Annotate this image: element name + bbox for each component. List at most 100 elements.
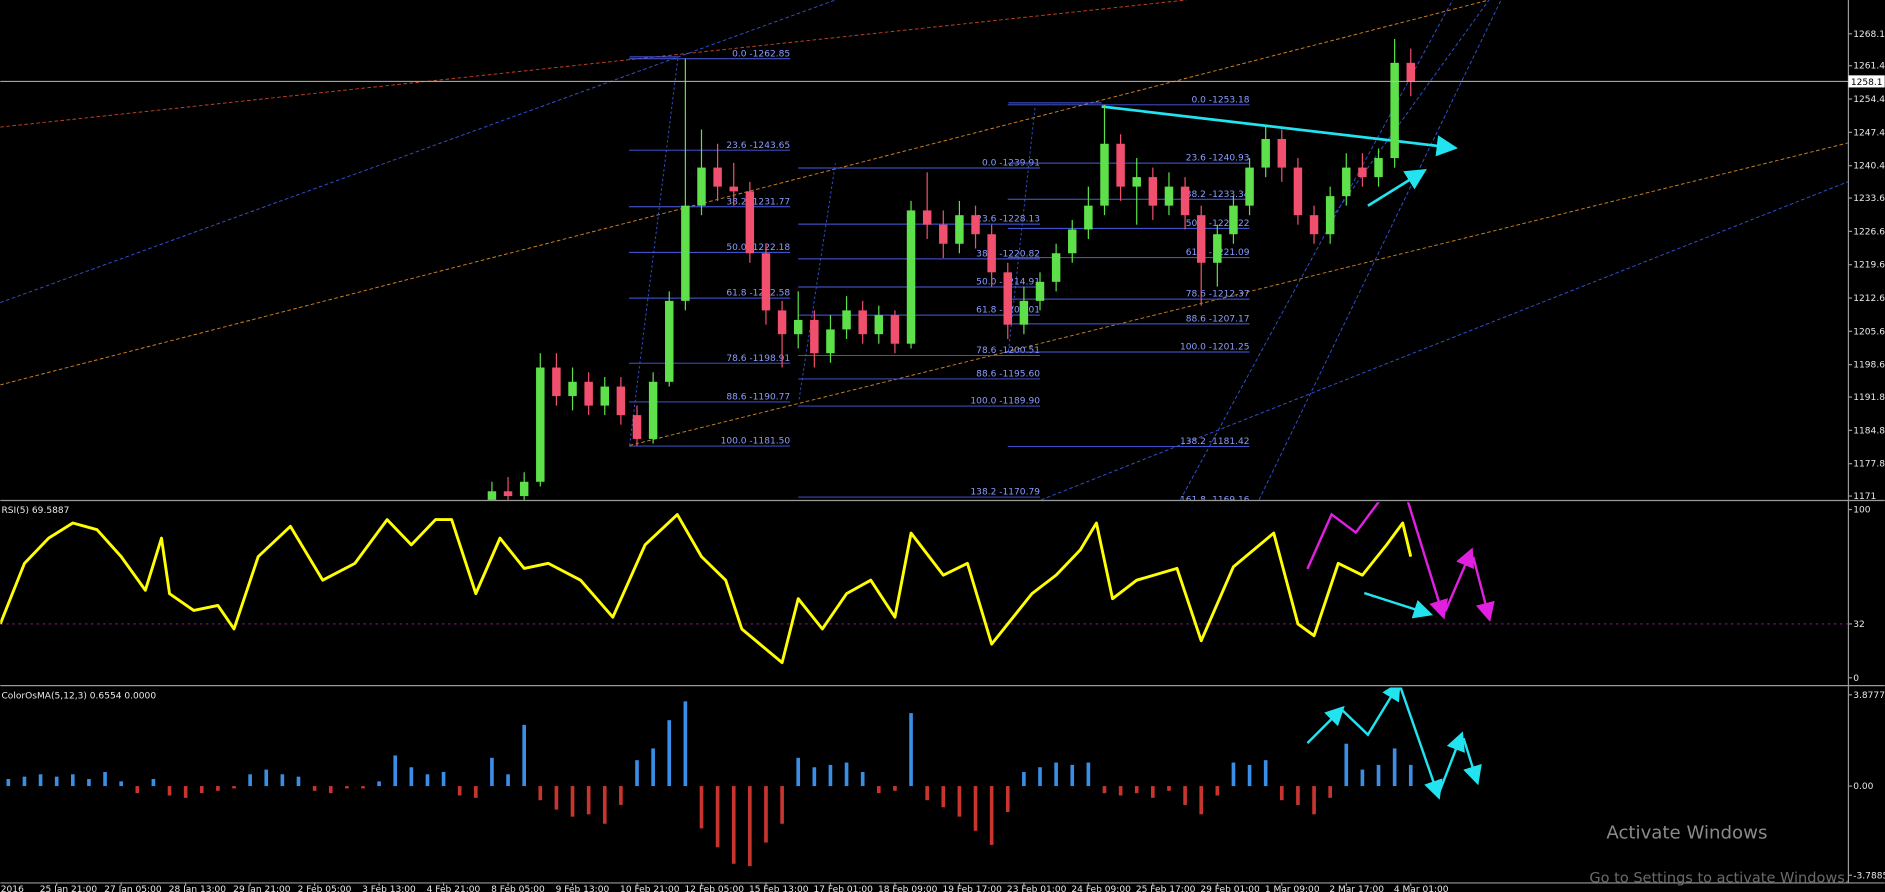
x-tick-label: 4 Feb 21:00 bbox=[427, 885, 481, 892]
fib-label: 23.6 -1243.65 bbox=[726, 141, 790, 151]
fib-label: 61.8 -1212.58 bbox=[726, 289, 790, 299]
x-tick-label: 10 Feb 21:00 bbox=[620, 885, 680, 892]
histogram-bar bbox=[1392, 748, 1397, 787]
candle-body bbox=[1051, 253, 1061, 282]
x-tick-label: 9 Feb 13:00 bbox=[556, 885, 610, 892]
x-tick-label: 1 Mar 09:00 bbox=[1265, 885, 1320, 892]
histogram-bar bbox=[248, 774, 252, 787]
x-tick-label: 23 Feb 01:00 bbox=[1007, 885, 1067, 892]
candle-body bbox=[1084, 205, 1093, 230]
x-tick-label: 4 Mar 01:00 bbox=[1394, 885, 1449, 892]
x-tick-label: 18 Feb 09:00 bbox=[878, 885, 938, 892]
histogram-bar bbox=[667, 720, 672, 787]
y-tick-label: 1254.4 bbox=[1853, 95, 1885, 105]
fib-label: 138.2 -1170.79 bbox=[970, 488, 1040, 498]
candle-body bbox=[1019, 300, 1029, 325]
candle-body bbox=[842, 310, 851, 330]
fib-label: 88.6 -1207.17 bbox=[1186, 314, 1250, 324]
panel bbox=[0, 513, 1849, 665]
x-tick-label: 28 Jan 13:00 bbox=[169, 885, 227, 892]
candle-body bbox=[890, 315, 900, 344]
candle-body bbox=[874, 315, 884, 335]
y-tick-label: 1171 bbox=[1853, 492, 1876, 502]
fib-label: 23.6 -1228.13 bbox=[976, 215, 1040, 225]
fib-label: 78.6 -1200.51 bbox=[976, 346, 1040, 356]
fib-label: 138.2 -1181.42 bbox=[1180, 437, 1250, 447]
candle-body bbox=[1293, 167, 1303, 216]
histogram-bar bbox=[264, 769, 269, 787]
candle-body bbox=[971, 215, 980, 235]
panel: 0.0 -1262.85 23.6 -1243.65 38.2 -1231.77 50… bbox=[487, 39, 1415, 500]
candle-body bbox=[1100, 143, 1109, 206]
panel-title: RSI(5) 69.5887 bbox=[1, 506, 69, 516]
candle-body bbox=[713, 167, 722, 187]
y-tick-label: 1198.6 bbox=[1853, 361, 1885, 371]
candle-body bbox=[826, 329, 835, 354]
histogram-bar bbox=[6, 779, 11, 787]
candle-body bbox=[939, 224, 948, 244]
candle-body bbox=[1342, 167, 1351, 197]
histogram-bar bbox=[1134, 786, 1139, 794]
histogram-bar bbox=[635, 760, 639, 787]
y-tick-label: 100 bbox=[1853, 506, 1871, 516]
x-tick-label: 24 Feb 09:00 bbox=[1071, 885, 1131, 892]
histogram-bar bbox=[973, 786, 978, 831]
histogram-bar bbox=[1231, 762, 1236, 787]
y-tick-label: -3.7885 bbox=[1853, 871, 1885, 881]
candle-body bbox=[1406, 62, 1415, 82]
histogram-bar bbox=[1005, 786, 1010, 812]
fib-label: 0.0 -1262.85 bbox=[732, 49, 790, 59]
histogram-bar bbox=[1279, 786, 1284, 801]
last-price-label: 1258.1 bbox=[1851, 78, 1883, 88]
watermark-title: Activate Windows bbox=[1606, 823, 1767, 844]
fib-label: 38.2 -1233.34 bbox=[1186, 190, 1250, 200]
candle-body bbox=[584, 381, 593, 406]
y-tick-label: 1240.4 bbox=[1853, 162, 1885, 172]
histogram-bar bbox=[893, 786, 897, 791]
histogram-bar bbox=[280, 774, 285, 787]
fib-label: 100.0 -1201.25 bbox=[1180, 343, 1250, 353]
candle-body bbox=[1358, 167, 1367, 178]
histogram-bar bbox=[167, 786, 172, 796]
histogram-bar bbox=[619, 786, 623, 805]
histogram-bar bbox=[941, 786, 946, 808]
histogram-bar bbox=[764, 786, 768, 843]
x-tick-label: 2 Mar 17:00 bbox=[1329, 885, 1384, 892]
histogram-bar bbox=[844, 762, 849, 787]
histogram-bar bbox=[1263, 760, 1268, 787]
histogram-bar bbox=[1118, 786, 1123, 796]
fib-label: 88.6 -1190.77 bbox=[726, 393, 790, 403]
histogram-bar bbox=[441, 771, 446, 787]
histogram-bar bbox=[731, 786, 736, 864]
y-tick-label: 1233.6 bbox=[1853, 194, 1885, 204]
fib-label: 78.6 -1198.91 bbox=[726, 354, 790, 364]
histogram-bar bbox=[183, 786, 188, 798]
axis: 1268.1 1261.4 1254.4 1247.4 1240.4 1233.6 1226… bbox=[1848, 30, 1885, 502]
y-tick-label: 1212.6 bbox=[1853, 294, 1885, 304]
candle-body bbox=[987, 234, 996, 273]
histogram-bar bbox=[345, 786, 349, 789]
fib-label: 38.2 -1231.77 bbox=[726, 197, 790, 207]
candle-body bbox=[536, 367, 545, 482]
histogram-bar bbox=[328, 786, 333, 794]
y-tick-label: 3.8777 bbox=[1853, 691, 1885, 701]
y-tick-label: 1219.6 bbox=[1853, 261, 1885, 271]
candle-body bbox=[519, 481, 529, 497]
histogram-bar bbox=[377, 781, 381, 787]
candle-body bbox=[777, 310, 787, 335]
histogram-bar bbox=[748, 786, 752, 867]
histogram-bar bbox=[103, 771, 107, 787]
axis: 3.8777 0.00 -3.7885 ColorOsMA(5,12,3) 0.655… bbox=[0, 691, 1885, 892]
fib-label: 0.0 -1253.18 bbox=[1192, 95, 1250, 105]
fib-label: 23.6 -1240.93 bbox=[1186, 154, 1250, 164]
histogram-bar bbox=[1086, 762, 1091, 787]
fib-label: 38.2 -1220.82 bbox=[976, 249, 1040, 259]
histogram-bar bbox=[22, 776, 27, 787]
histogram-bar bbox=[1296, 786, 1300, 805]
candle-body bbox=[632, 415, 642, 439]
histogram-bar bbox=[989, 786, 994, 845]
histogram-bar bbox=[683, 701, 688, 787]
